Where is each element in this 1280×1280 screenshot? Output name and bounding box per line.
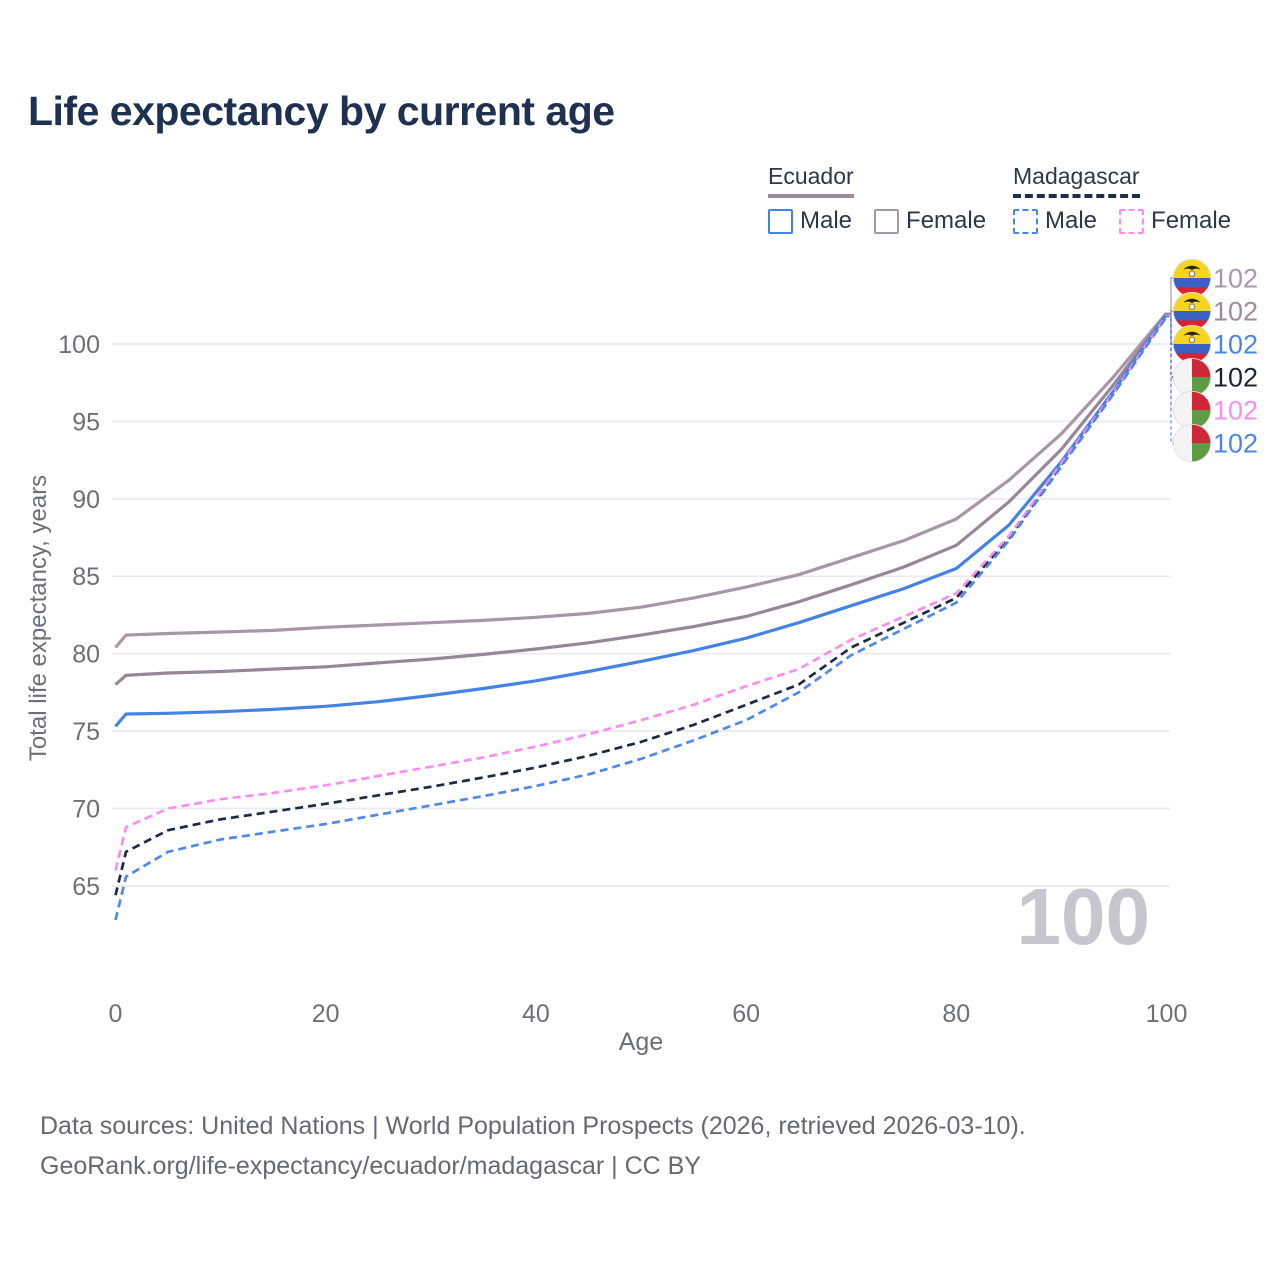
annotation-connector bbox=[1166, 277, 1173, 314]
footer-line-2: GeoRank.org/life-expectancy/ecuador/mada… bbox=[40, 1152, 701, 1180]
legend-item-madagascar-male[interactable]: Male bbox=[1013, 207, 1097, 235]
y-tick-label: 65 bbox=[72, 873, 100, 901]
ecuador-flag-icon bbox=[1172, 324, 1212, 364]
legend: Ecuador Male Female Madagascar Male bbox=[0, 163, 1280, 243]
madagascar-flag-icon bbox=[1172, 357, 1212, 397]
y-tick-label: 85 bbox=[72, 563, 100, 591]
legend-group-madagascar: Madagascar Male Female bbox=[1013, 163, 1253, 235]
annotation-connector bbox=[1166, 314, 1173, 411]
series-line-ecuador-both-sexes- bbox=[114, 312, 1168, 686]
legend-item-madagascar-female[interactable]: Female bbox=[1119, 207, 1231, 235]
age-watermark: 100 bbox=[1017, 872, 1150, 961]
end-value-label: 102 bbox=[1213, 264, 1258, 294]
legend-country-madagascar: Madagascar bbox=[1013, 163, 1140, 198]
end-value-label: 102 bbox=[1213, 429, 1258, 459]
y-tick-label: 95 bbox=[72, 408, 100, 436]
x-tick-label: 100 bbox=[1146, 1000, 1188, 1028]
madagascar-flag-icon bbox=[1172, 423, 1212, 463]
annotation-connector bbox=[1166, 316, 1173, 444]
y-tick-label: 100 bbox=[58, 331, 100, 359]
legend-item-label: Female bbox=[1151, 207, 1232, 234]
checkbox-icon bbox=[768, 208, 793, 234]
x-tick-label: 20 bbox=[312, 1000, 340, 1028]
x-axis-title: Age bbox=[619, 1028, 663, 1056]
end-value-label: 102 bbox=[1213, 330, 1258, 360]
y-axis-title: Total life expectancy, years bbox=[25, 475, 52, 761]
x-tick-label: 60 bbox=[732, 1000, 760, 1028]
series-line-ecuador-male bbox=[114, 313, 1168, 728]
annotation-connector bbox=[1166, 313, 1173, 345]
y-tick-label: 70 bbox=[72, 795, 100, 823]
series-line-ecuador-female bbox=[114, 311, 1168, 649]
x-tick-label: 80 bbox=[942, 1000, 970, 1028]
footer-line-1: Data sources: United Nations | World Pop… bbox=[40, 1112, 1026, 1140]
annotation-connector bbox=[1166, 310, 1173, 315]
end-value-label: 102 bbox=[1213, 363, 1258, 393]
checkbox-icon bbox=[874, 208, 900, 234]
end-value-label: 102 bbox=[1213, 396, 1258, 426]
checkbox-icon bbox=[1119, 208, 1145, 234]
legend-country-ecuador: Ecuador bbox=[768, 163, 854, 198]
checkbox-icon bbox=[1013, 208, 1038, 234]
legend-item-ecuador-female[interactable]: Female bbox=[874, 207, 986, 235]
annotation-connector bbox=[1166, 315, 1173, 378]
y-tick-label: 90 bbox=[72, 486, 100, 514]
series-line-madagascar-male bbox=[114, 316, 1168, 921]
page-title: Life expectancy by current age bbox=[28, 88, 615, 134]
legend-group-ecuador: Ecuador Male Female bbox=[768, 163, 1008, 235]
madagascar-flag-icon bbox=[1172, 390, 1212, 430]
legend-item-label: Female bbox=[906, 207, 987, 234]
data-source-footer: Data sources: United Nations | World Pop… bbox=[40, 1106, 1026, 1186]
ecuador-flag-icon bbox=[1172, 291, 1212, 331]
legend-item-ecuador-male[interactable]: Male bbox=[768, 207, 852, 235]
end-value-label: 102 bbox=[1213, 297, 1258, 327]
ecuador-flag-icon bbox=[1172, 258, 1212, 298]
series-line-madagascar-female bbox=[114, 314, 1168, 871]
x-tick-label: 0 bbox=[109, 1000, 123, 1028]
series-line-madagascar-both-sexes- bbox=[114, 315, 1168, 896]
legend-item-label: Male bbox=[1045, 207, 1098, 234]
legend-item-label: Male bbox=[800, 207, 853, 234]
x-tick-label: 40 bbox=[522, 1000, 550, 1028]
y-tick-label: 80 bbox=[72, 641, 100, 669]
y-tick-label: 75 bbox=[72, 718, 100, 746]
